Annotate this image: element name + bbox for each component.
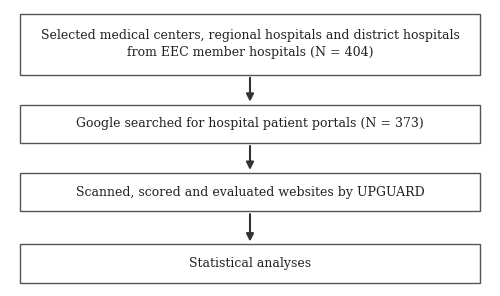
Text: Statistical analyses: Statistical analyses [189, 257, 311, 270]
FancyBboxPatch shape [20, 14, 480, 75]
FancyBboxPatch shape [20, 105, 480, 143]
Text: Selected medical centers, regional hospitals and district hospitals
from EEC mem: Selected medical centers, regional hospi… [40, 29, 460, 59]
Text: Scanned, scored and evaluated websites by UPGUARD: Scanned, scored and evaluated websites b… [76, 186, 424, 199]
Text: Google searched for hospital patient portals (N = 373): Google searched for hospital patient por… [76, 117, 424, 130]
FancyBboxPatch shape [20, 173, 480, 211]
FancyBboxPatch shape [20, 244, 480, 283]
